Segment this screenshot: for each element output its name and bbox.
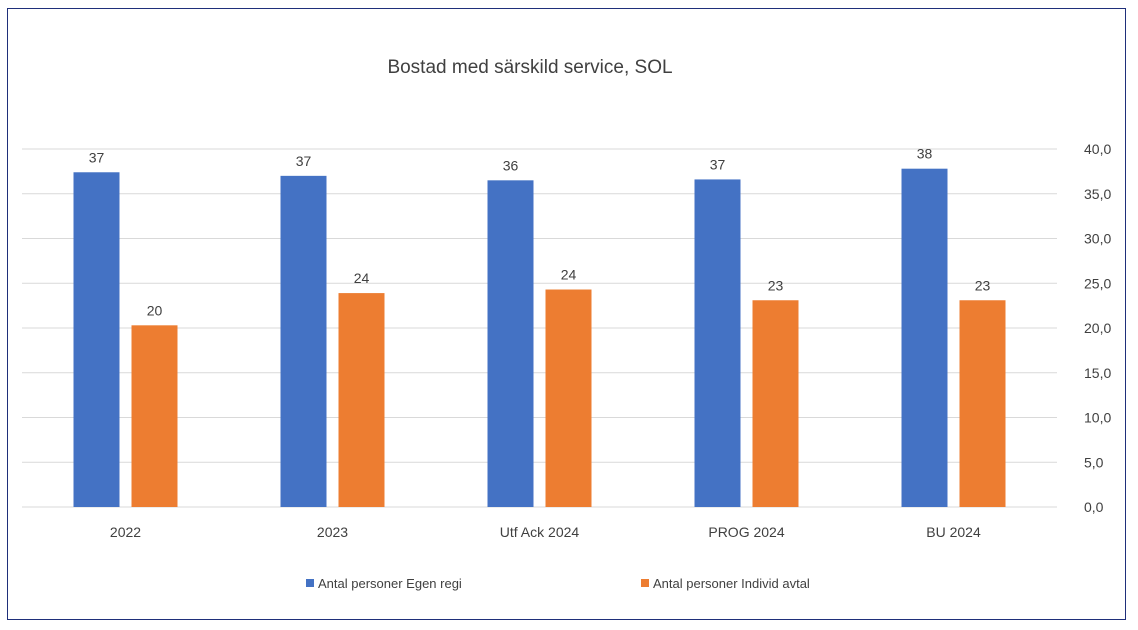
x-tick-label: BU 2024 xyxy=(926,524,981,540)
data-label: 37 xyxy=(89,149,105,165)
data-label: 38 xyxy=(917,146,933,162)
legend-label: Antal personer Individ avtal xyxy=(653,576,810,591)
x-tick-label: Utf Ack 2024 xyxy=(500,524,580,540)
bar-egen-regi xyxy=(73,172,120,507)
legend-label: Antal personer Egen regi xyxy=(318,576,462,591)
data-label: 24 xyxy=(354,270,370,286)
bar-individ-avtal xyxy=(959,300,1006,507)
y-tick-label: 15,0 xyxy=(1084,365,1111,381)
bar-egen-regi xyxy=(280,175,327,507)
y-tick-label: 10,0 xyxy=(1084,410,1111,426)
bar-individ-avtal xyxy=(752,300,799,507)
bar-individ-avtal xyxy=(545,289,592,507)
data-label: 23 xyxy=(768,277,784,293)
data-label: 20 xyxy=(147,302,163,318)
x-tick-label: 2022 xyxy=(110,524,141,540)
y-tick-label: 40,0 xyxy=(1084,141,1111,157)
y-tick-label: 25,0 xyxy=(1084,275,1111,291)
data-label: 24 xyxy=(561,267,577,283)
bar-individ-avtal xyxy=(338,293,385,507)
y-tick-label: 35,0 xyxy=(1084,186,1111,202)
bar-individ-avtal xyxy=(131,325,178,507)
x-tick-label: 2023 xyxy=(317,524,348,540)
data-label: 23 xyxy=(975,277,991,293)
chart-title: Bostad med särskild service, SOL xyxy=(387,57,673,78)
y-tick-label: 20,0 xyxy=(1084,320,1111,336)
y-tick-label: 0,0 xyxy=(1084,499,1104,515)
data-label: 37 xyxy=(296,153,312,169)
bar-egen-regi xyxy=(487,180,534,507)
data-label: 37 xyxy=(710,156,726,172)
legend-swatch xyxy=(306,579,314,587)
y-tick-label: 30,0 xyxy=(1084,231,1111,247)
bar-egen-regi xyxy=(694,179,741,507)
bar-egen-regi xyxy=(901,168,948,507)
y-tick-label: 5,0 xyxy=(1084,454,1104,470)
x-tick-label: PROG 2024 xyxy=(708,524,784,540)
data-label: 36 xyxy=(503,157,519,173)
legend-swatch xyxy=(641,579,649,587)
